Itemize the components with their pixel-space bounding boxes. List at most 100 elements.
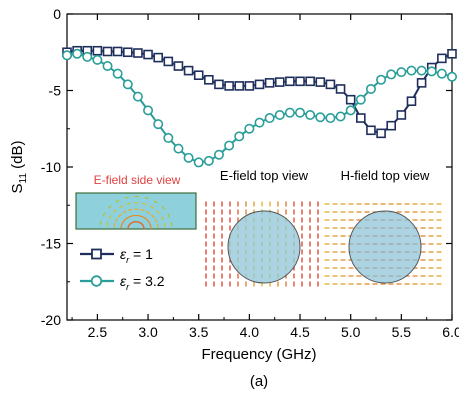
side-field-arrow: [144, 196, 149, 200]
side-field-arrow: [119, 205, 124, 209]
data-point: [183, 152, 194, 163]
side-field-arrow: [126, 202, 131, 205]
data-point: [122, 79, 133, 90]
side-field-arrow: [126, 215, 131, 219]
data-point: [446, 71, 457, 82]
side-field-arrow: [154, 218, 158, 223]
data-point: [436, 68, 447, 79]
x-tick-label: 5.0: [341, 324, 361, 340]
side-field-arrow: [115, 199, 120, 203]
data-point: [214, 79, 224, 90]
y-axis-ticks: 0 -5 -10 -15 -20: [41, 6, 452, 328]
data-point: [406, 65, 417, 76]
side-field-arrow: [130, 214, 135, 218]
data-point: [224, 140, 235, 151]
side-field-arrow: [146, 210, 151, 215]
data-point: [244, 81, 255, 91]
data-point: [315, 77, 326, 87]
data-point: [335, 84, 346, 94]
x-tick-label: 6.0: [442, 324, 459, 340]
data-point: [213, 149, 224, 160]
data-point: [133, 48, 143, 58]
side-field-arrow: [170, 222, 173, 227]
data-point: [406, 96, 417, 107]
data-point: [193, 70, 204, 80]
side-field-arrow: [106, 221, 109, 227]
series-layer: [61, 45, 457, 168]
figure-caption: (a): [250, 373, 268, 390]
data-point: [386, 120, 397, 131]
series-er3-2: [61, 48, 457, 168]
side-field-arrow: [163, 223, 166, 228]
side-field-arrow: [107, 205, 112, 209]
data-point: [376, 128, 386, 139]
data-point: [386, 69, 397, 80]
data-point: [426, 66, 437, 77]
data-point: [193, 157, 204, 168]
side-field-arrow: [149, 224, 152, 229]
x-tick-label: 4.0: [240, 324, 260, 340]
side-field-arrow: [113, 223, 116, 228]
x-tick-label: 4.5: [290, 324, 310, 340]
inset-e-top-patch: [227, 210, 301, 284]
data-point: [224, 81, 234, 91]
data-point: [203, 155, 214, 166]
legend: εr = 1 εr = 3.2: [80, 246, 165, 292]
data-point: [345, 94, 356, 105]
side-field-arrow: [120, 224, 123, 229]
legend-entry-er32: εr = 3.2: [80, 273, 165, 292]
side-field-arrow: [113, 209, 117, 214]
data-point: [173, 143, 184, 154]
data-point: [284, 107, 295, 118]
side-field-arrow: [114, 217, 118, 223]
inset-e-side-substrate: [75, 192, 197, 230]
data-point: [112, 68, 123, 79]
data-point: [305, 76, 315, 87]
data-point: [325, 113, 336, 124]
data-point: [244, 123, 255, 134]
data-point: [254, 79, 265, 90]
data-point: [264, 78, 275, 88]
y-tick-label: 0: [53, 6, 61, 22]
side-field-arrow: [108, 215, 112, 220]
data-point: [295, 76, 305, 87]
side-field-arrow: [128, 208, 133, 211]
data-point: [264, 113, 275, 124]
side-field-arrow: [127, 225, 130, 229]
data-point: [163, 56, 174, 67]
data-point: [183, 65, 194, 76]
data-point: [92, 54, 103, 65]
data-point: [396, 67, 407, 78]
data-point: [112, 46, 123, 57]
data-point: [122, 47, 133, 58]
x-tick-label: 3.5: [189, 324, 209, 340]
side-field-arrow: [156, 223, 159, 229]
data-point: [234, 81, 245, 91]
data-point: [366, 125, 376, 136]
data-point: [285, 76, 295, 87]
data-point: [325, 79, 336, 90]
side-field-arrow: [102, 212, 106, 217]
legend-entry-er1: εr = 1: [80, 246, 153, 265]
inset-title-e-top: E-field top view: [220, 168, 309, 183]
side-field-arrow: [150, 214, 155, 219]
series-line: [66, 52, 453, 164]
data-point: [153, 119, 164, 130]
y-tick-label: -10: [41, 159, 61, 175]
data-point: [335, 111, 346, 122]
inset-h-field-top: H-field top view: [324, 168, 442, 285]
side-field-arrow: [99, 220, 102, 225]
data-point: [274, 109, 285, 120]
side-field-arrow: [121, 220, 125, 225]
x-axis-ticks: 2.5 3.0 3.5 4.0 4.5 5.0 5.5 6.0: [71, 14, 459, 340]
data-point: [274, 77, 285, 87]
side-field-arrow: [149, 205, 154, 209]
side-field-arrow: [145, 218, 150, 223]
data-point: [315, 112, 326, 123]
y-tick-label: -5: [49, 83, 62, 99]
data-point: [102, 61, 113, 72]
data-point: [416, 65, 427, 76]
legend-label-er32: εr = 3.2: [120, 273, 165, 292]
data-point: [102, 46, 113, 57]
